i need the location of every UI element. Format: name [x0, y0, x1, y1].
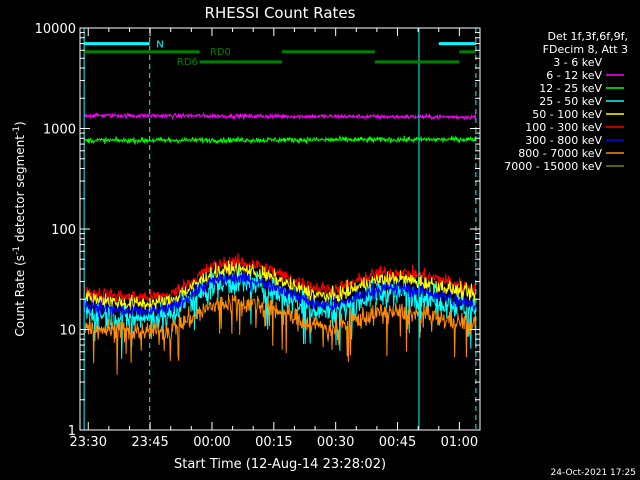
y-axis-label-end: )	[13, 121, 27, 126]
decimation-label-1: RD6	[177, 57, 198, 68]
y-axis-label-sup: -1	[12, 246, 22, 255]
x-tick-label-3: 00:15	[255, 435, 292, 450]
legend-entry-label-7: 800 - 7000 keV	[518, 147, 602, 160]
y-axis-label: Count Rate (s-1 detector segment-1)	[12, 121, 27, 336]
y-axis-label-sup2: -1	[12, 126, 22, 135]
legend: Det 1f,3f,6f,9f,FDecim 8, Att 33 - 6 keV…	[504, 30, 628, 173]
y-axis: 1 10 100 1000 10000	[35, 22, 480, 439]
attenuator-label-0: N	[156, 40, 163, 51]
legend-entry-label-5: 100 - 300 keV	[525, 121, 602, 134]
legend-entry-label-2: 12 - 25 keV	[539, 82, 602, 95]
x-tick-label-6: 01:00	[441, 435, 478, 450]
footer-timestamp: 24-Oct-2021 17:25	[551, 468, 636, 478]
legend-entry-label-6: 300 - 800 keV	[525, 134, 602, 147]
legend-entry-label-3: 25 - 50 keV	[539, 95, 602, 108]
x-tick-label-5: 00:45	[379, 435, 416, 450]
legend-entry-label-0: 3 - 6 keV	[553, 56, 602, 69]
x-axis-label: Start Time (12-Aug-14 23:28:02)	[174, 457, 386, 472]
y-axis-label-main: Count Rate (s	[13, 255, 27, 337]
legend-entry-label-1: 6 - 12 keV	[546, 69, 602, 82]
decimation-label-0: RD0	[210, 47, 231, 58]
x-tick-label-1: 23:45	[131, 435, 168, 450]
legend-header-0: Det 1f,3f,6f,9f,	[547, 30, 628, 43]
y-tick-label-4: 10000	[35, 22, 76, 37]
y-tick-label-2: 100	[51, 223, 76, 238]
legend-entry-label-4: 50 - 100 keV	[532, 108, 602, 121]
series-line-6	[83, 270, 477, 318]
x-tick-label-2: 00:00	[193, 435, 230, 450]
series-line-1	[83, 111, 477, 121]
y-tick-label-1: 10	[59, 324, 76, 339]
y-axis-label-rest: detector segment	[13, 135, 27, 246]
y-tick-label-0: 1	[68, 424, 76, 439]
x-axis: 23:30 23:45 00:00 00:15 00:30 00:45 01:00	[70, 28, 481, 450]
chart-title: RHESSI Count Rates	[205, 4, 356, 22]
overlay-layer: N RD0 RD6	[83, 28, 477, 430]
legend-header-1: FDecim 8, Att 3	[543, 43, 628, 56]
x-tick-label-0: 23:30	[70, 435, 107, 450]
legend-entry-label-8: 7000 - 15000 keV	[504, 160, 602, 173]
x-tick-label-4: 00:30	[317, 435, 354, 450]
y-tick-label-3: 1000	[43, 123, 76, 138]
